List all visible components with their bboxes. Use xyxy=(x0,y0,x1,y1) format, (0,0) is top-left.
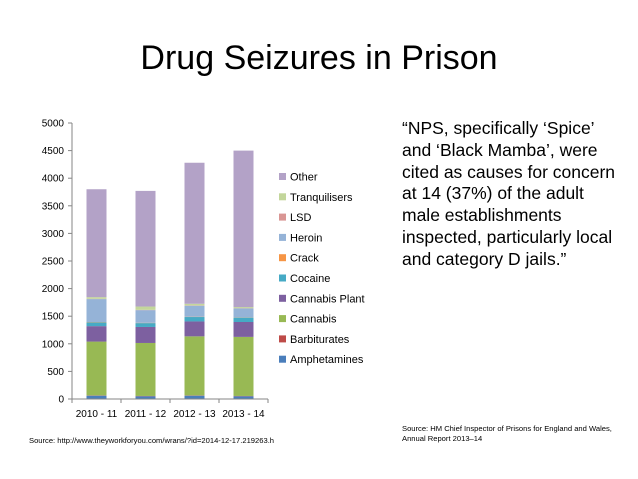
legend-swatch xyxy=(279,294,286,302)
bar-segment xyxy=(233,308,254,318)
x-axis: 2010 - 11 2011 - 12 2012 - 13 2013 - 14 xyxy=(71,398,269,420)
legend-label: Amphetamines xyxy=(290,354,364,366)
legend-swatch xyxy=(279,193,286,201)
bar-segment xyxy=(135,306,156,310)
bars xyxy=(86,150,254,399)
y-tick-label: 4000 xyxy=(42,174,65,185)
bar-segment xyxy=(86,297,107,299)
legend-swatch xyxy=(279,355,286,363)
bar-segment xyxy=(184,321,205,337)
y-axis: 0 500 1000 1500 2000 2500 3000 3500 4000 4500 5000 xyxy=(42,119,73,406)
bar-segment xyxy=(184,395,205,399)
y-tick-label: 2500 xyxy=(42,257,65,268)
y-tick-label: 1000 xyxy=(42,339,65,350)
bar-segment xyxy=(135,323,156,327)
bar-segment xyxy=(233,396,254,399)
x-tick-label: 2010 - 11 xyxy=(76,409,118,420)
legend-swatch xyxy=(279,233,286,241)
bar-segment xyxy=(135,326,156,343)
y-tick-label: 1500 xyxy=(42,312,65,323)
legend-label: Barbiturates xyxy=(290,334,350,346)
y-tick-label: 0 xyxy=(58,395,64,406)
legend-label: Tranquilisers xyxy=(290,192,353,204)
source-right: Source: HM Chief Inspector of Prisons fo… xyxy=(402,424,612,443)
bar-segment xyxy=(86,322,107,327)
bar-segment xyxy=(184,303,205,306)
bar-segment xyxy=(184,305,205,317)
slide-title: Drug Seizures in Prison xyxy=(140,39,498,77)
legend-swatch xyxy=(279,315,286,323)
bar-segment xyxy=(184,317,205,322)
y-tick-label: 3500 xyxy=(42,201,65,212)
quote-text: “NPS, specifically ‘Spice’ and ‘Black Ma… xyxy=(402,118,616,269)
bar-segment xyxy=(233,317,254,322)
bar-segment xyxy=(86,326,107,342)
bar-segment xyxy=(135,396,156,399)
legend-label: Heroin xyxy=(290,232,322,244)
bar-segment xyxy=(86,299,107,322)
bar-segment xyxy=(233,150,254,308)
x-tick-label: 2011 - 12 xyxy=(125,409,167,420)
bar-segment xyxy=(233,307,254,309)
legend-swatch xyxy=(279,173,286,180)
legend-label: Cannabis Plant xyxy=(290,293,365,305)
bar-segment xyxy=(135,190,156,307)
legend-swatch xyxy=(279,274,286,282)
legend-label: Other xyxy=(290,172,318,184)
bar-segment xyxy=(135,310,156,323)
source-left: Source: http://www.theyworkforyou.com/wr… xyxy=(29,436,275,445)
legend-swatch xyxy=(279,254,286,262)
legend-label: Cocaine xyxy=(290,273,330,285)
legend-label: LSD xyxy=(290,212,311,224)
bar-segment xyxy=(135,342,156,396)
bar-segment xyxy=(184,336,205,396)
bar-segment xyxy=(86,395,107,399)
y-tick-label: 2000 xyxy=(42,284,65,295)
bar-segment xyxy=(86,341,107,396)
legend-label: Crack xyxy=(290,253,319,265)
legend-swatch xyxy=(279,335,286,343)
x-tick-label: 2013 - 14 xyxy=(222,409,265,420)
y-tick-label: 500 xyxy=(47,367,64,378)
legend-swatch xyxy=(279,213,286,221)
bar-segment xyxy=(233,321,254,337)
bar-segment xyxy=(233,336,254,396)
legend-label: Cannabis xyxy=(290,314,337,326)
bar-segment xyxy=(86,189,107,298)
x-tick-label: 2012 - 13 xyxy=(173,409,216,420)
legend: Other Tranquilisers LSD Heroin Crack Cocaine C… xyxy=(279,172,365,366)
y-tick-label: 4500 xyxy=(42,146,65,157)
bar-segment xyxy=(184,162,205,304)
y-tick-label: 3000 xyxy=(42,229,65,240)
y-tick-label: 5000 xyxy=(42,119,65,130)
